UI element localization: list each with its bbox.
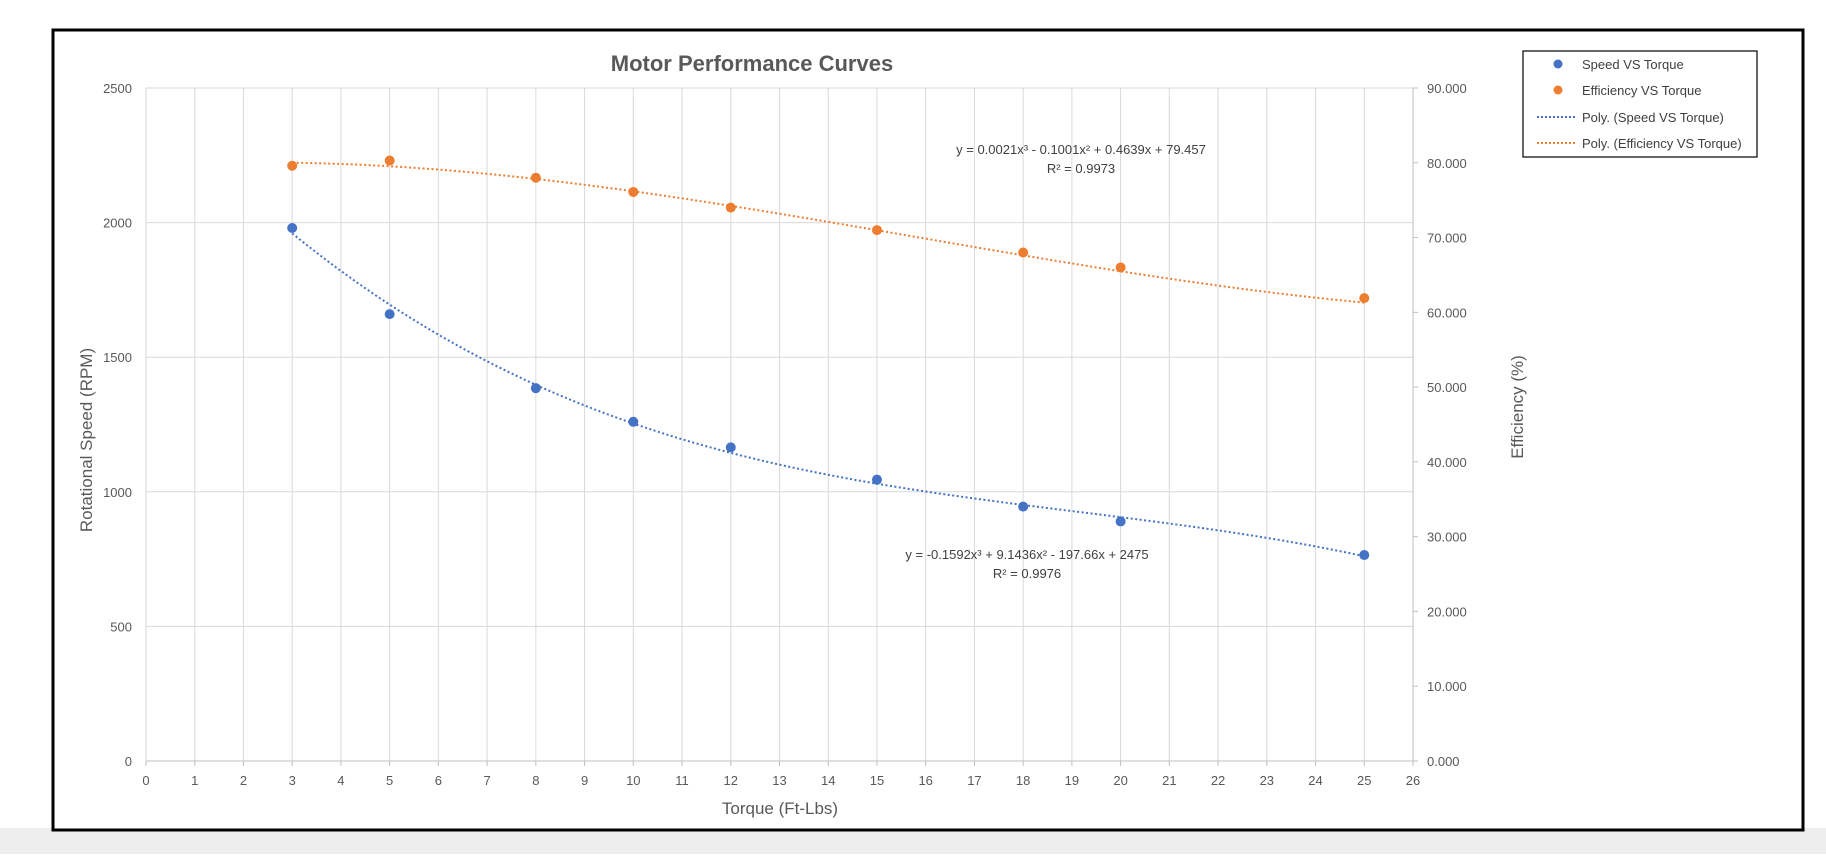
x-tick-label: 21 [1162, 773, 1176, 788]
y2-tick-label: 10.000 [1427, 679, 1467, 694]
legend-box [1522, 50, 1758, 158]
y2-tick-label: 0.000 [1427, 754, 1460, 769]
x-tick-label: 12 [724, 773, 738, 788]
efficiency-data-point [384, 155, 395, 166]
x-tick-label: 5 [386, 773, 393, 788]
efficiency-trend-equation: y = 0.0021x³ - 0.1001x² + 0.4639x + 79.4… [956, 142, 1206, 157]
speed-data-point [1018, 501, 1029, 512]
x-tick-label: 19 [1065, 773, 1079, 788]
x-tick-label: 9 [581, 773, 588, 788]
chart-title: Motor Performance Curves [611, 51, 893, 76]
x-tick-label: 7 [483, 773, 490, 788]
speed-data-point [384, 309, 395, 320]
y-tick-label: 2500 [103, 81, 132, 96]
speed-data-point [871, 474, 882, 485]
y2-tick-label: 90.000 [1427, 81, 1467, 96]
x-tick-label: 25 [1357, 773, 1371, 788]
x-tick-label: 11 [675, 773, 689, 788]
speed-data-point [725, 442, 736, 453]
speed-trendline [291, 232, 1365, 558]
x-tick-label: 24 [1308, 773, 1322, 788]
legend-label-speed: Speed VS Torque [1582, 57, 1684, 72]
speed-data-point [1359, 550, 1370, 561]
y2-tick-label: 60.000 [1427, 305, 1467, 320]
x-tick-label: 22 [1211, 773, 1225, 788]
data-points [287, 155, 1370, 561]
efficiency-data-point [1359, 293, 1370, 304]
x-tick-label: 6 [435, 773, 442, 788]
x-tick-label: 3 [289, 773, 296, 788]
chart-frame-border [51, 28, 1805, 832]
speed-data-point [287, 222, 298, 233]
x-tick-label: 26 [1406, 773, 1420, 788]
x-tick-label: 10 [626, 773, 640, 788]
y2-tick-label: 30.000 [1427, 530, 1467, 545]
efficiency-data-point [725, 202, 736, 213]
page-bottom-band [0, 828, 1826, 854]
y2-tick-label: 20.000 [1427, 604, 1467, 619]
legend-marker-efficiency [1553, 85, 1563, 95]
x-tick-label: 20 [1113, 773, 1127, 788]
x-tick-label: 1 [191, 773, 198, 788]
legend: Speed VS Torque Efficiency VS Torque Pol… [1522, 50, 1758, 158]
x-tick-label: 4 [337, 773, 344, 788]
legend-label-efficiency: Efficiency VS Torque [1582, 83, 1701, 98]
x-tick-label: 2 [240, 773, 247, 788]
x-tick-label: 16 [918, 773, 932, 788]
speed-trend-equation: y = -0.1592x³ + 9.1436x² - 197.66x + 247… [905, 547, 1148, 562]
y-tick-label: 500 [110, 619, 132, 634]
legend-label-speed-trend: Poly. (Speed VS Torque) [1582, 110, 1724, 125]
x-tick-label: 8 [532, 773, 539, 788]
efficiency-data-point [287, 160, 298, 171]
x-tick-label: 23 [1260, 773, 1274, 788]
axes: 0 1 2 3 4 5 6 7 8 9 10 11 12 13 14 15 16 17 18 19 20 21 22 23 24… [103, 81, 1467, 788]
efficiency-data-point [530, 172, 541, 183]
x-tick-label: 0 [142, 773, 149, 788]
efficiency-data-point [1115, 262, 1126, 273]
x-tick-label: 18 [1016, 773, 1030, 788]
y2-tick-label: 50.000 [1427, 380, 1467, 395]
trendlines [291, 161, 1365, 558]
y-tick-label: 1000 [103, 485, 132, 500]
x-axis-title: Torque (Ft-Lbs) [722, 799, 838, 818]
y2-axis-title: Efficiency (%) [1508, 355, 1527, 459]
speed-data-point [530, 383, 541, 394]
y-axis-title: Rotational Speed (RPM) [77, 348, 96, 532]
x-tick-label: 17 [967, 773, 981, 788]
x-tick-label: 15 [870, 773, 884, 788]
efficiency-trend-r2: R² = 0.9973 [1047, 161, 1115, 176]
y-tick-label: 2000 [103, 216, 132, 231]
y2-tick-label: 80.000 [1427, 156, 1467, 171]
x-tick-label: 13 [772, 773, 786, 788]
legend-label-efficiency-trend: Poly. (Efficiency VS Torque) [1582, 136, 1742, 151]
efficiency-data-point [871, 225, 882, 236]
x-tick-label: 14 [821, 773, 835, 788]
speed-data-point [1115, 516, 1126, 527]
efficiency-data-point [628, 186, 639, 197]
y-tick-label: 1500 [103, 350, 132, 365]
efficiency-data-point [1018, 247, 1029, 258]
y2-tick-label: 70.000 [1427, 231, 1467, 246]
speed-trend-r2: R² = 0.9976 [993, 566, 1061, 581]
speed-data-point [628, 416, 639, 427]
y2-tick-label: 40.000 [1427, 455, 1467, 470]
y-tick-label: 0 [125, 754, 132, 769]
legend-marker-speed [1553, 59, 1563, 69]
gridlines [145, 87, 1414, 762]
